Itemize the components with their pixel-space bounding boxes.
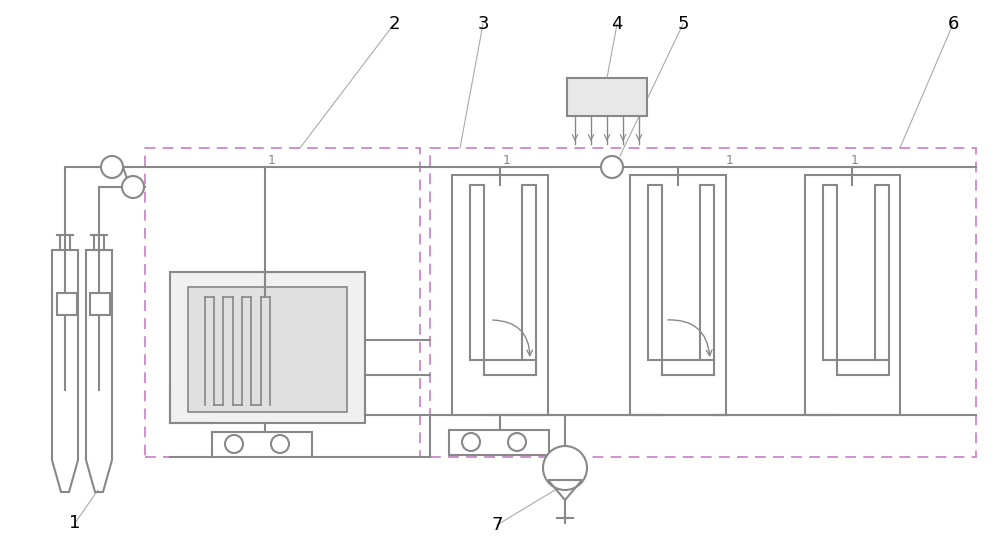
Text: 6: 6	[947, 15, 959, 33]
Circle shape	[122, 176, 144, 198]
Bar	[567, 78, 647, 116]
Bar	[449, 430, 549, 455]
Text: 1: 1	[268, 154, 276, 167]
Text: 5: 5	[677, 15, 689, 33]
Circle shape	[508, 433, 526, 451]
Bar	[452, 175, 548, 415]
Bar	[700, 185, 714, 360]
Bar	[57, 293, 77, 315]
Bar	[170, 272, 365, 423]
Bar	[823, 185, 837, 360]
Text: 7: 7	[491, 516, 503, 534]
Circle shape	[271, 435, 289, 453]
Text: 1: 1	[69, 514, 81, 532]
Text: 1: 1	[851, 154, 859, 167]
Bar	[145, 148, 420, 457]
Bar	[212, 432, 312, 457]
Circle shape	[543, 446, 587, 490]
Bar	[875, 185, 889, 360]
Bar	[90, 293, 110, 315]
Bar	[188, 287, 347, 412]
Bar	[805, 175, 900, 415]
Text: 4: 4	[611, 15, 623, 33]
Bar	[522, 185, 536, 360]
Bar	[430, 148, 976, 457]
Bar	[648, 185, 662, 360]
Text: 2: 2	[388, 15, 400, 33]
Circle shape	[462, 433, 480, 451]
Bar	[470, 185, 484, 360]
Text: 1: 1	[726, 154, 734, 167]
Text: 3: 3	[477, 15, 489, 33]
Bar	[630, 175, 726, 415]
Text: 1: 1	[503, 154, 511, 167]
Circle shape	[101, 156, 123, 178]
Circle shape	[601, 156, 623, 178]
Circle shape	[225, 435, 243, 453]
